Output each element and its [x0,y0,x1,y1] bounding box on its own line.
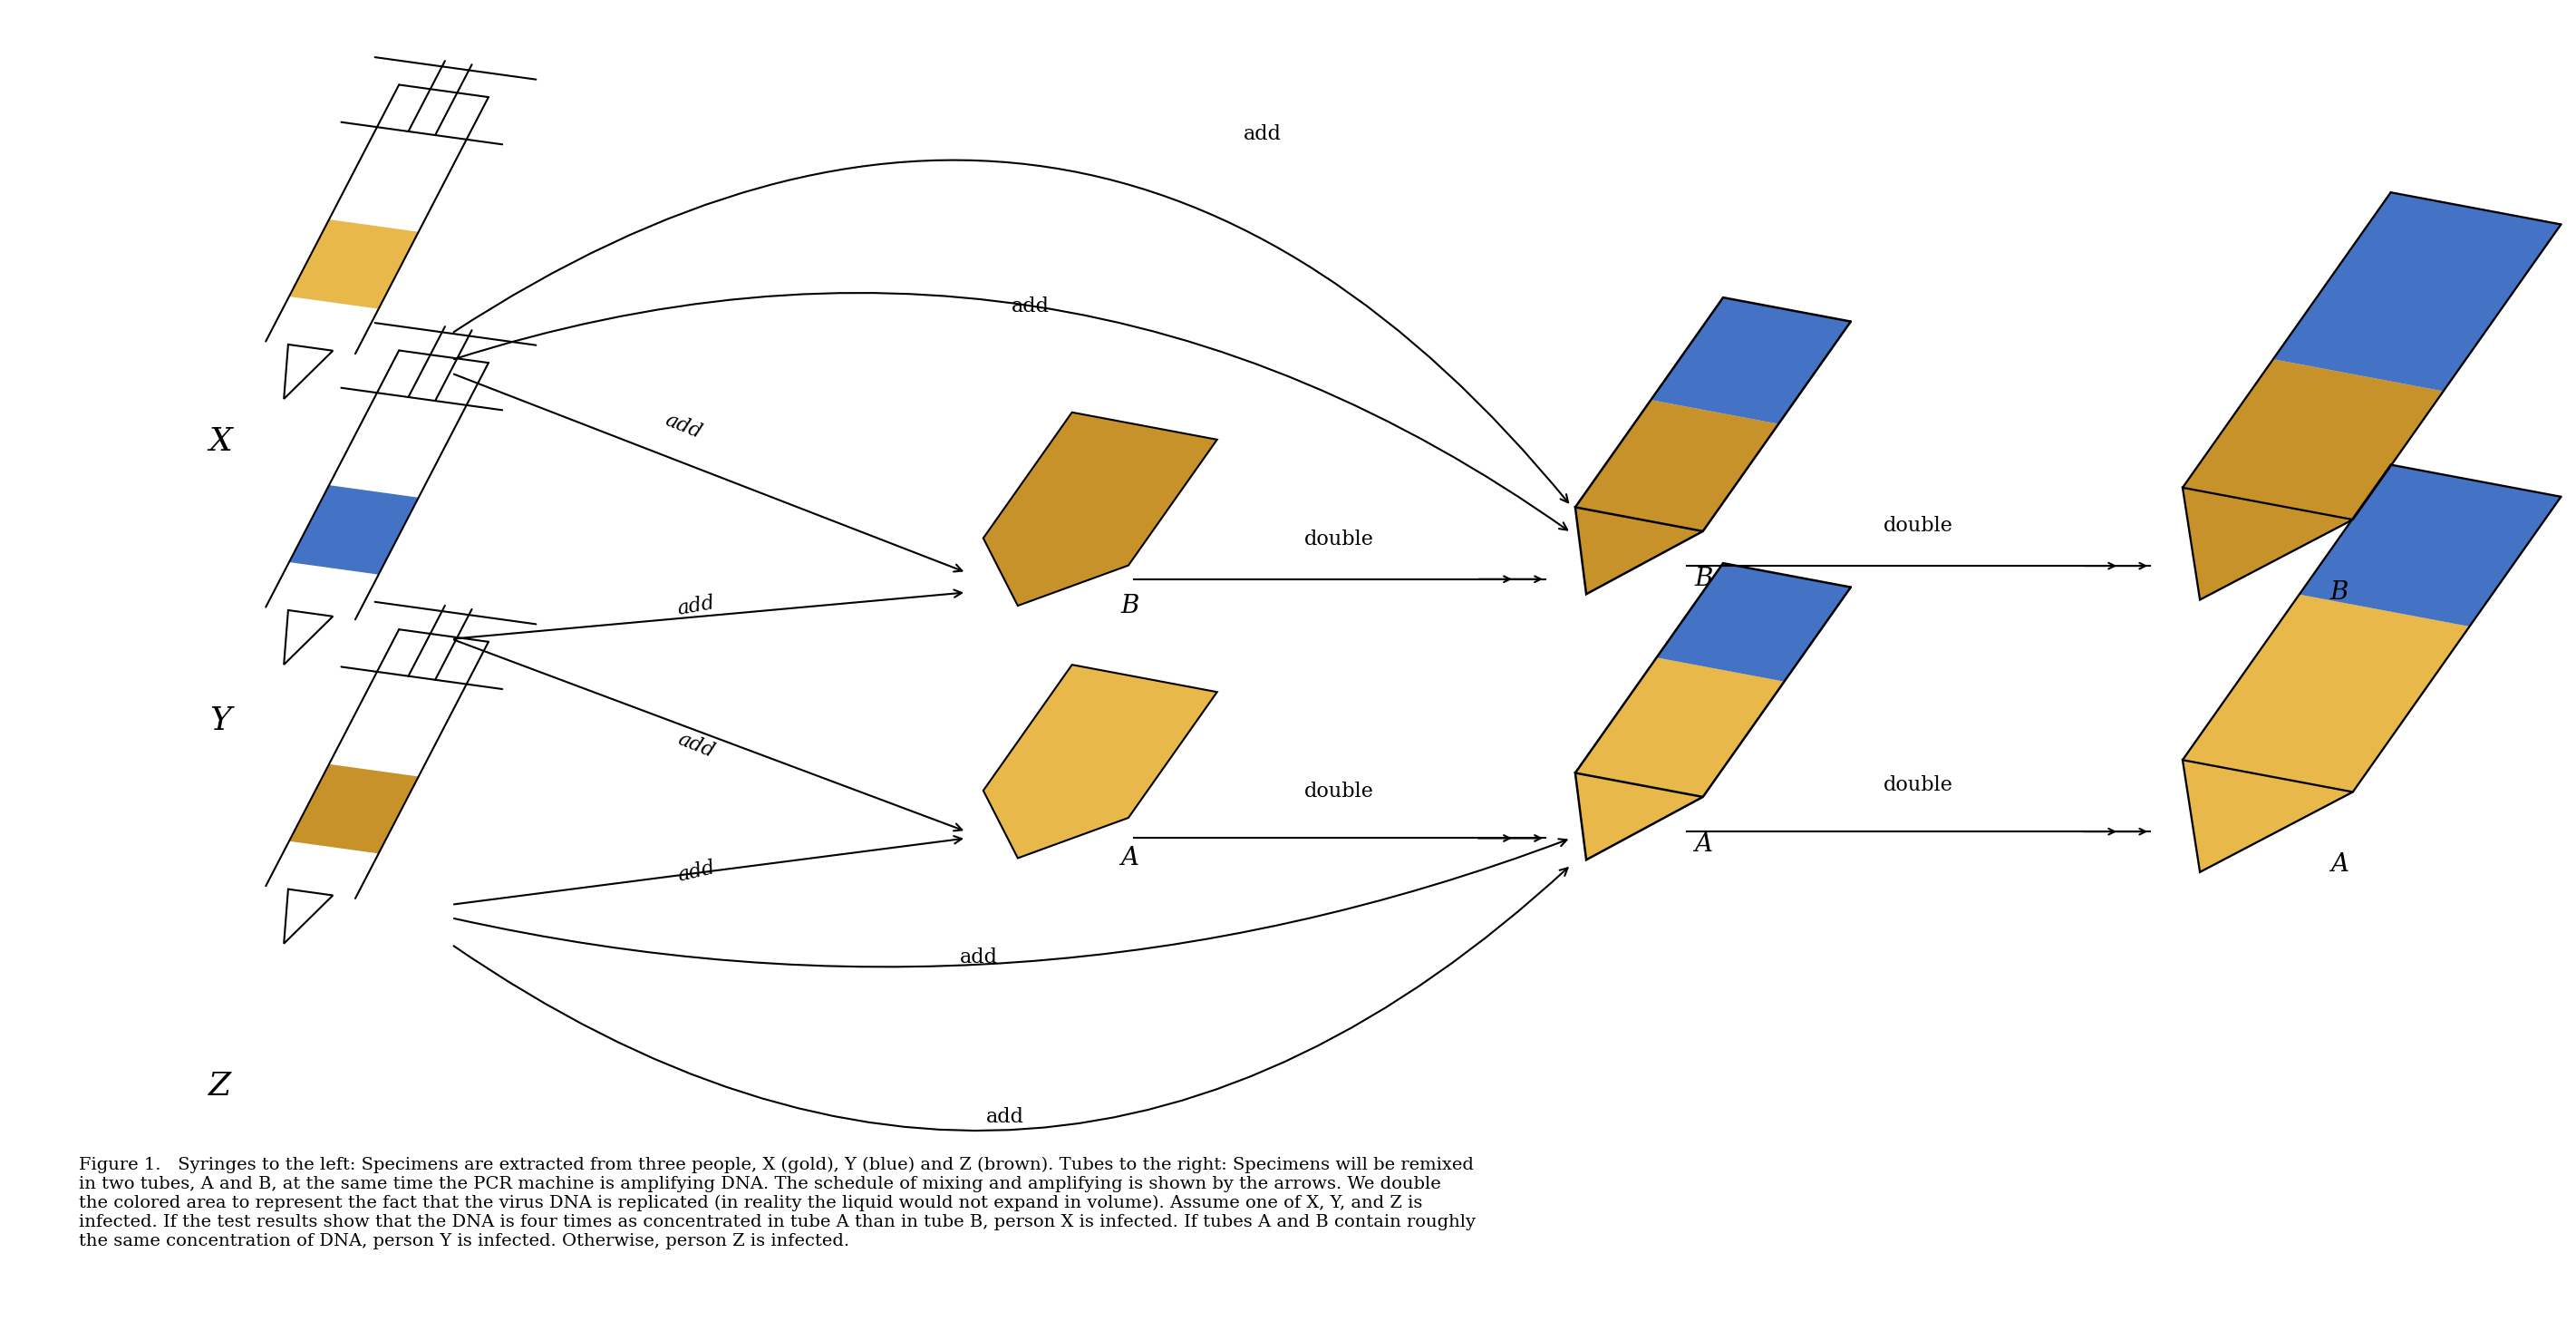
Text: add: add [662,410,703,443]
Text: double: double [1303,781,1376,801]
Polygon shape [1574,401,1777,531]
Polygon shape [1651,298,1850,425]
Text: X: X [209,426,232,458]
Polygon shape [1574,507,1703,594]
FancyArrowPatch shape [453,293,1566,530]
Text: double: double [1883,516,1953,536]
Text: add: add [675,729,716,761]
Text: B: B [2331,580,2349,604]
Text: Z: Z [209,1070,232,1102]
Polygon shape [289,486,417,575]
Text: Figure 1.   Syringes to the left: Specimens are extracted from three people, X (: Figure 1. Syringes to the left: Specimen… [77,1157,1476,1250]
FancyArrowPatch shape [453,868,1569,1130]
Polygon shape [283,345,332,399]
Polygon shape [1574,658,1785,797]
Text: add: add [1012,297,1048,317]
Polygon shape [1574,773,1703,860]
Text: double: double [1883,775,1953,795]
Text: add: add [1244,124,1280,144]
FancyArrowPatch shape [453,839,1566,966]
Polygon shape [1656,563,1850,681]
Polygon shape [984,413,1216,606]
Text: double: double [1303,530,1376,550]
Text: B: B [1121,594,1139,618]
Polygon shape [289,220,417,309]
Polygon shape [2182,595,2470,792]
Polygon shape [283,889,332,944]
Text: A: A [2331,853,2349,877]
Text: A: A [1695,833,1713,857]
Text: add: add [675,857,716,885]
Polygon shape [2300,465,2561,627]
Text: Y: Y [209,705,232,736]
Polygon shape [2182,359,2445,519]
Polygon shape [289,764,417,853]
Text: B: B [1695,567,1713,591]
FancyArrowPatch shape [453,160,1569,503]
Text: A: A [1121,847,1139,870]
Polygon shape [283,610,332,664]
Polygon shape [984,664,1216,858]
Text: add: add [987,1107,1023,1127]
Text: add: add [675,592,716,619]
Polygon shape [2182,487,2352,600]
Polygon shape [2182,760,2352,872]
Text: add: add [961,948,999,968]
Polygon shape [2272,193,2561,391]
